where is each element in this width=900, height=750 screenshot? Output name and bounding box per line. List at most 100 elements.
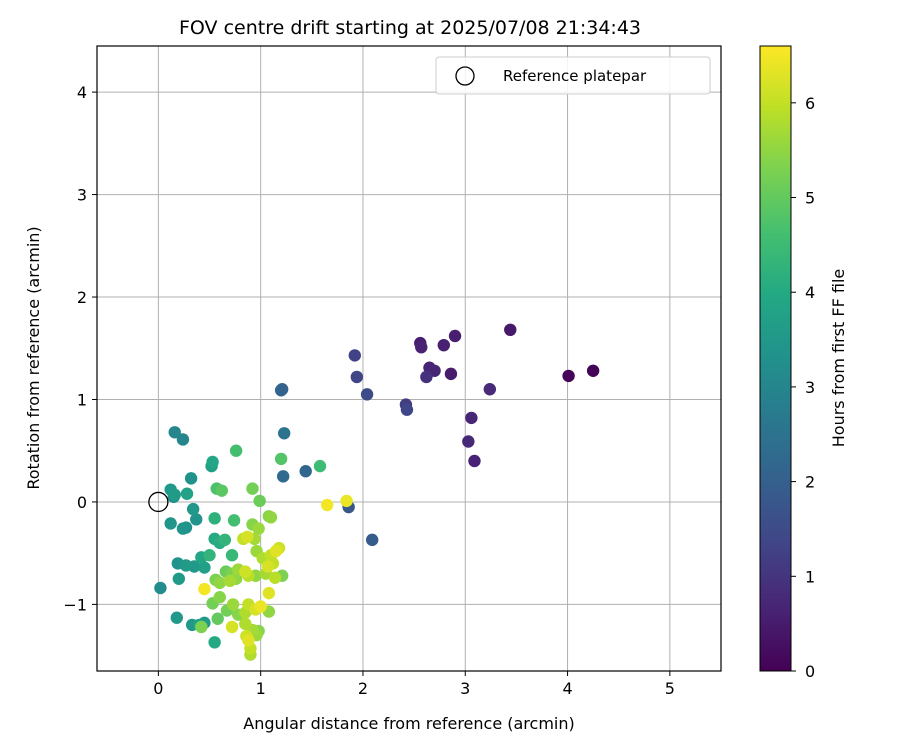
x-tick-label: 4 — [562, 679, 572, 698]
data-point — [340, 494, 353, 508]
data-point — [226, 598, 240, 611]
data-point — [241, 530, 254, 543]
data-point — [168, 488, 181, 501]
reference-point-marker — [148, 491, 169, 513]
data-point — [208, 512, 221, 525]
legend: Reference platepar — [435, 56, 711, 95]
data-point — [215, 484, 228, 497]
legend-box — [435, 56, 711, 95]
data-point — [400, 403, 414, 416]
x-tick-label: 2 — [358, 679, 368, 698]
data-point — [208, 636, 221, 649]
data-point — [223, 574, 237, 588]
data-point — [246, 482, 259, 495]
data-point — [206, 455, 219, 469]
data-point — [227, 514, 241, 527]
colorbar: 0 1 2 3 4 5 6 Hours from first FF file — [759, 45, 848, 681]
colorbar-tick-label: 0 — [805, 662, 815, 681]
data-point — [239, 565, 252, 578]
data-point — [211, 612, 224, 625]
chart-title: FOV centre drift starting at 2025/07/08 … — [179, 17, 641, 39]
data-point — [180, 487, 194, 500]
y-tick-label: 4 — [77, 83, 87, 102]
y-axis-label: Rotation from reference (arcmin) — [24, 226, 43, 489]
data-point — [170, 611, 183, 624]
colorbar-ticks: 0 1 2 3 4 5 6 — [791, 94, 815, 681]
data-point — [465, 411, 478, 425]
legend-entry-reference: Reference platepar — [503, 67, 647, 85]
data-point — [242, 634, 255, 647]
data-point — [239, 617, 252, 631]
colorbar-label: Hours from first FF file — [829, 269, 848, 448]
data-point — [350, 370, 364, 384]
data-point — [261, 560, 275, 573]
data-points — [148, 323, 600, 661]
data-point — [254, 600, 267, 613]
data-point — [276, 470, 290, 483]
x-tick-label: 0 — [153, 679, 163, 698]
data-point — [415, 341, 428, 354]
data-point — [176, 433, 190, 446]
data-point — [179, 559, 193, 572]
data-point — [360, 388, 374, 401]
data-point — [268, 571, 282, 584]
data-point — [176, 522, 190, 535]
y-axis-ticks: −1 0 1 2 3 4 — [63, 83, 97, 614]
data-point — [299, 465, 312, 478]
data-point — [348, 349, 361, 362]
data-point — [229, 444, 243, 457]
data-point — [195, 620, 208, 634]
data-point — [198, 561, 211, 574]
data-point — [213, 591, 226, 604]
legend-marker-open-circle — [455, 66, 475, 86]
data-point — [462, 435, 475, 448]
data-point — [190, 513, 203, 526]
y-tick-label: 0 — [77, 493, 87, 512]
data-point — [225, 620, 239, 634]
data-point — [213, 576, 226, 590]
y-tick-label: 3 — [77, 186, 87, 205]
data-point — [262, 586, 276, 600]
data-point — [444, 367, 458, 381]
data-point — [264, 511, 278, 524]
colorbar-tick-label: 2 — [805, 473, 815, 492]
data-point — [253, 494, 266, 508]
x-tick-label: 3 — [460, 679, 470, 698]
data-point — [154, 581, 167, 595]
x-axis-ticks: 0 1 2 3 4 5 — [153, 671, 675, 698]
data-point — [186, 502, 200, 516]
data-point — [562, 369, 575, 383]
data-point — [320, 498, 334, 512]
x-axis-label: Angular distance from reference (arcmin) — [243, 714, 574, 733]
data-point — [504, 323, 517, 337]
y-tick-label: 1 — [77, 390, 87, 409]
data-point — [437, 338, 450, 352]
colorbar-gradient — [759, 45, 792, 672]
data-point — [313, 459, 327, 473]
colorbar-tick-label: 6 — [805, 94, 815, 113]
data-point — [275, 383, 289, 396]
y-tick-label: 2 — [77, 288, 87, 307]
data-point — [252, 522, 265, 535]
x-tick-label: 1 — [256, 679, 266, 698]
colorbar-tick-label: 4 — [805, 283, 815, 302]
data-point — [365, 533, 379, 547]
data-point — [218, 533, 232, 547]
data-point — [269, 544, 283, 558]
data-point — [172, 572, 186, 585]
y-tick-label: −1 — [63, 595, 87, 614]
colorbar-tick-label: 3 — [805, 378, 815, 397]
x-tick-label: 5 — [665, 679, 675, 698]
data-point — [483, 383, 497, 396]
data-point — [184, 472, 198, 485]
grid — [97, 46, 721, 671]
plot-frame — [96, 45, 722, 672]
data-point — [448, 329, 462, 343]
data-point — [198, 582, 211, 596]
data-point — [164, 517, 177, 530]
data-point — [468, 454, 481, 468]
data-point — [586, 364, 600, 377]
data-point — [420, 370, 433, 384]
data-point — [168, 426, 181, 439]
